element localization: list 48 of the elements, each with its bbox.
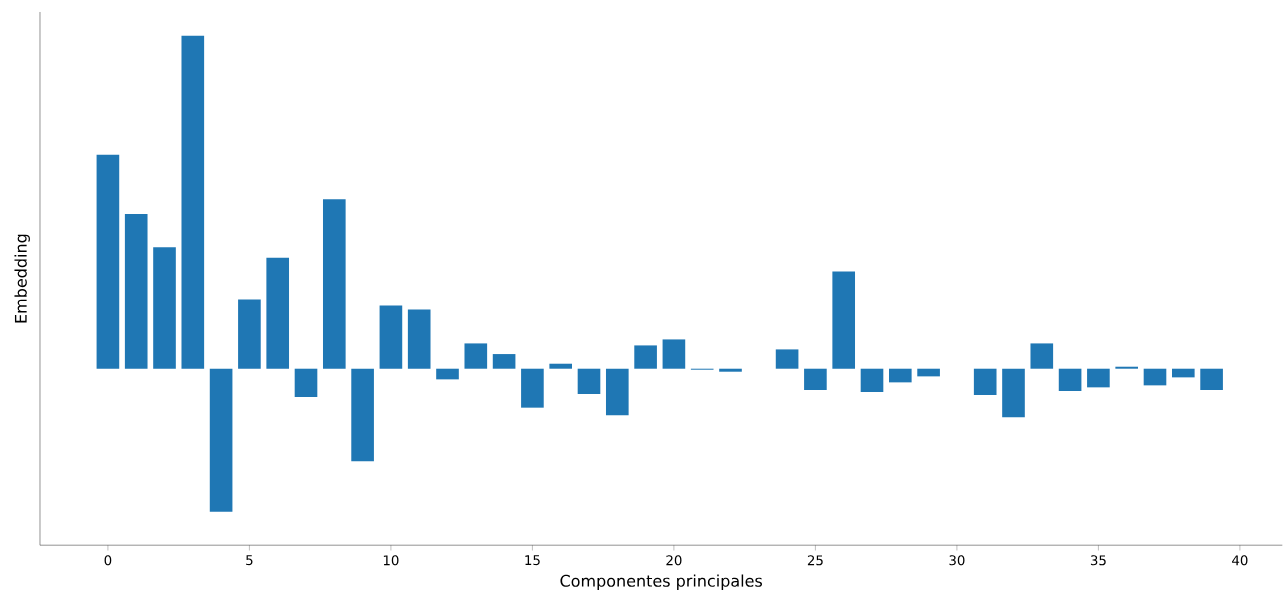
bar <box>238 299 261 369</box>
x-tick-label: 40 <box>1232 555 1248 566</box>
y-axis-title: Embedding <box>14 234 30 323</box>
bar <box>294 368 318 398</box>
bar <box>436 368 459 380</box>
x-tick-label: 25 <box>807 555 823 566</box>
x-tick-label: 0 <box>104 555 112 566</box>
bar <box>662 339 686 369</box>
bar <box>1171 368 1195 378</box>
bar <box>719 368 742 372</box>
bar <box>1030 343 1054 369</box>
bar <box>1058 368 1082 392</box>
bar <box>266 257 290 369</box>
x-tick-label: 35 <box>1090 555 1106 566</box>
bar <box>1115 366 1139 369</box>
x-tick-label: 5 <box>246 555 253 566</box>
bar <box>96 154 120 369</box>
bar <box>492 354 516 369</box>
x-tick-label: 15 <box>525 555 540 566</box>
bar <box>832 271 856 369</box>
x-tick-label: 30 <box>949 555 965 566</box>
bar <box>549 363 573 369</box>
x-axis-title: Componentes principales <box>560 574 763 591</box>
bar <box>917 368 940 377</box>
bar <box>464 343 488 369</box>
bar <box>634 345 657 369</box>
bar <box>153 247 176 369</box>
bar <box>181 35 205 369</box>
bar <box>1143 368 1167 386</box>
bar <box>351 368 374 462</box>
x-tick-label: 10 <box>383 555 399 566</box>
x-tick-label: 20 <box>666 555 682 566</box>
bar <box>775 349 799 369</box>
bar <box>605 368 629 416</box>
bar <box>1002 368 1025 418</box>
bar <box>973 368 997 396</box>
bar <box>860 368 884 393</box>
bar <box>521 368 544 408</box>
bar <box>888 368 912 383</box>
bar <box>577 368 601 395</box>
bar <box>379 305 403 369</box>
bar <box>209 368 233 512</box>
bar <box>1200 368 1223 391</box>
bar <box>804 368 827 391</box>
bar <box>1087 368 1110 388</box>
bar <box>322 199 346 369</box>
bar <box>407 309 431 369</box>
bar <box>124 213 148 369</box>
